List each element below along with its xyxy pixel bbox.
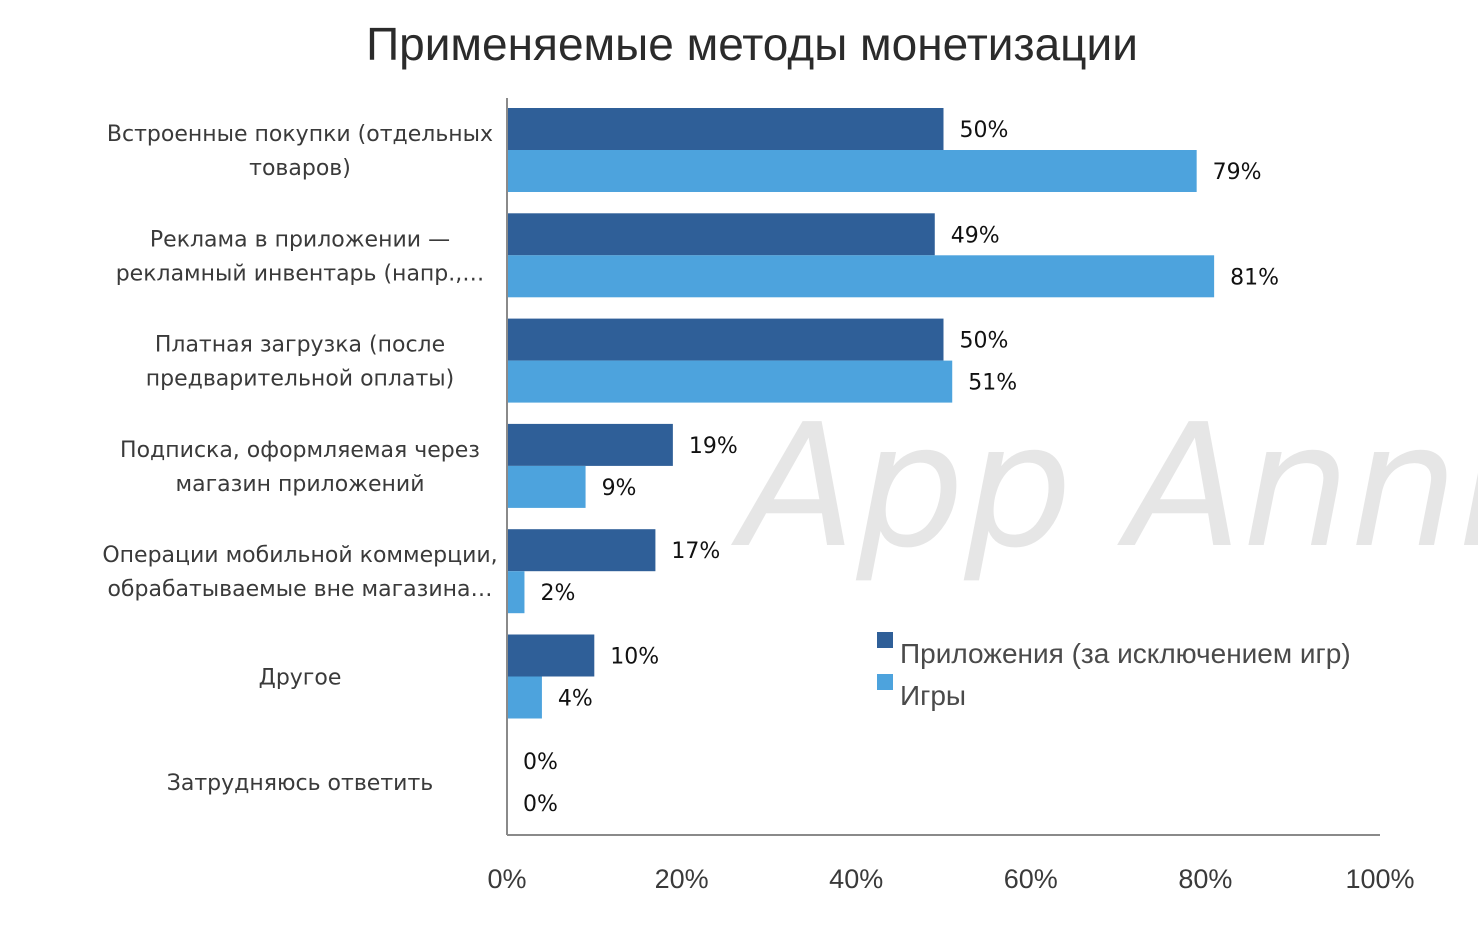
value-label-games-5: 4% [558, 687, 593, 712]
category-label-6-line-0: Затрудняюсь ответить [167, 771, 433, 796]
chart-title: Применяемые методы монетизации [366, 18, 1138, 70]
legend-swatch-games [877, 674, 893, 690]
x-tick-label-100: 100% [1345, 864, 1414, 894]
bar-games-1 [507, 255, 1215, 298]
category-label-4-line-1: обрабатываемые вне магазина… [107, 577, 492, 602]
value-label-games-4: 2% [540, 581, 575, 606]
x-tick-label-60: 60% [1004, 864, 1058, 894]
value-label-apps-5: 10% [610, 645, 659, 670]
value-label-games-3: 9% [602, 476, 637, 501]
value-label-apps-4: 17% [671, 539, 720, 564]
bar-games-4 [507, 571, 525, 614]
value-label-games-2: 51% [968, 371, 1017, 396]
value-label-games-1: 81% [1230, 265, 1279, 290]
x-tick-label-80: 80% [1178, 864, 1232, 894]
x-tick-label-0: 0% [487, 864, 526, 894]
value-label-apps-6: 0% [523, 750, 558, 775]
value-label-apps-0: 50% [960, 118, 1009, 143]
bar-apps-4 [507, 529, 656, 572]
watermark-text: App Annie [730, 388, 1478, 586]
bar-games-5 [507, 676, 542, 719]
category-label-0-line-0: Встроенные покупки (отдельных [107, 122, 493, 147]
bar-apps-5 [507, 634, 595, 677]
bar-apps-1 [507, 213, 935, 256]
category-label-4-line-0: Операции мобильной коммерции, [102, 543, 497, 568]
axes: 0% 20% 40% 60% 80% 100% [487, 98, 1415, 894]
value-label-games-6: 0% [523, 792, 558, 817]
bar-games-0 [507, 150, 1197, 192]
value-label-apps-3: 19% [689, 434, 738, 459]
category-label-2-line-1: предварительной оплаты) [146, 367, 454, 392]
bars-layer: 50% 79% 49% 81% 50% 51% 19% 9% 17% 2% 10% 4% 0% 0% [507, 108, 1279, 817]
category-label-3-line-0: Подписка, оформляемая через [120, 438, 480, 463]
category-label-1-line-1: рекламный инвентарь (напр.,… [116, 261, 485, 286]
legend-label-apps: Приложения (за исключением игр) [900, 638, 1351, 669]
bar-apps-2 [507, 318, 944, 361]
category-label-1-line-0: Реклама в приложении — [150, 227, 450, 252]
category-label-0-line-1: товаров) [249, 156, 351, 181]
category-label-3-line-1: магазин приложений [176, 472, 425, 497]
x-tick-label-20: 20% [655, 864, 709, 894]
value-label-apps-2: 50% [960, 329, 1009, 354]
bar-games-2 [507, 360, 953, 403]
bar-apps-3 [507, 423, 673, 466]
bar-apps-0 [507, 108, 944, 150]
bar-games-3 [507, 465, 586, 508]
legend: Приложения (за исключением игр) Игры [877, 632, 1351, 711]
value-label-apps-1: 49% [951, 223, 1000, 248]
legend-label-games: Игры [900, 680, 966, 711]
value-label-games-0: 79% [1213, 160, 1262, 185]
x-tick-label-40: 40% [829, 864, 883, 894]
legend-swatch-apps [877, 632, 893, 648]
category-labels: Встроенные покупки (отдельных товаров) Рек… [102, 122, 497, 796]
category-label-2-line-0: Платная загрузка (после [155, 333, 445, 358]
category-label-5-line-0: Другое [259, 666, 342, 691]
